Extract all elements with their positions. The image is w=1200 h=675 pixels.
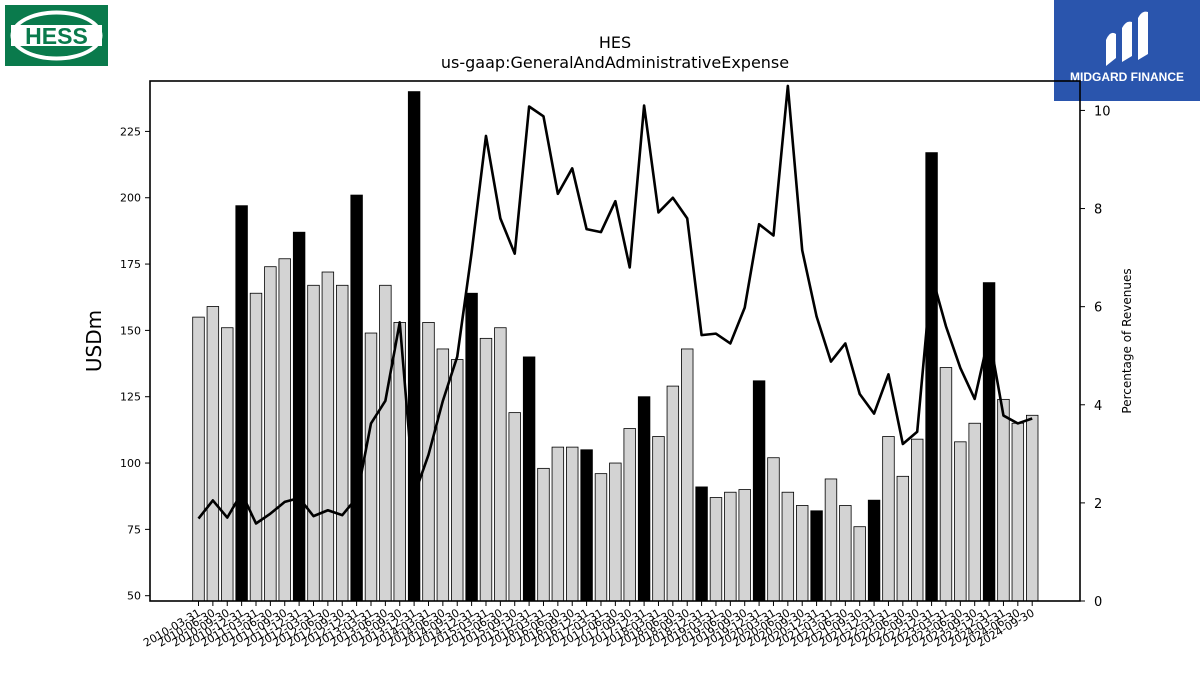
bar [796,505,809,602]
bar [566,446,579,602]
bar [494,327,507,602]
bar-series [192,91,1039,602]
bar [1026,414,1039,602]
y-tick-label: 125 [120,391,141,404]
bar [307,284,320,602]
bar [221,327,234,602]
y2-tick-label: 0 [1094,595,1102,610]
bar [623,428,636,602]
y-tick-label: 225 [120,125,141,138]
chart-subtitle: us-gaap:GeneralAndAdministrativeExpense [441,53,789,72]
bar [407,91,421,602]
bar [379,284,392,602]
bar [810,510,823,602]
y2-axis-label: Percentage of Revenues [1120,268,1134,413]
y-axis-label: USDm [82,310,106,372]
y-tick-label: 50 [127,590,141,603]
bar [839,505,852,602]
bar [522,356,536,602]
bar [724,491,737,602]
bar [666,385,680,602]
bar [652,436,665,602]
bar [422,322,435,602]
y-tick-label: 200 [120,192,141,205]
bar [321,271,335,602]
bar [249,292,263,602]
bar [882,436,895,602]
y2-tick-label: 8 [1094,203,1102,218]
x-axis: 2010-03-312010-06-302010-09-302010-12-31… [141,601,1037,650]
y-tick-label: 100 [120,457,141,470]
y2-tick-label: 2 [1094,497,1102,512]
bar [968,422,981,602]
bar [264,266,277,602]
bar [867,499,881,602]
bar [767,457,780,602]
bar [594,473,608,602]
bar [192,316,205,602]
bar [609,462,622,602]
bar [853,526,866,602]
bar [551,446,565,602]
bar [364,332,378,602]
bar [479,337,493,602]
bar [997,398,1010,602]
bar [235,205,248,602]
left-axis: 50 75 100 125 150 175 200 225 [120,125,150,603]
bar [695,486,708,602]
bar [451,359,464,602]
hess-logo: HESS [5,5,108,66]
bar [278,258,291,602]
bar [508,412,521,602]
bar [939,367,953,602]
bar [896,475,910,602]
bar [911,438,924,602]
midgard-finance-logo: MIDGARD FINANCE [1054,0,1200,101]
bar [580,449,593,602]
bar [982,282,996,602]
bar [709,497,723,602]
bar [824,478,838,602]
bar [336,284,349,602]
bar [537,467,550,602]
bar [954,441,967,602]
bar [350,194,363,602]
bar [925,152,938,602]
bar [738,489,751,602]
bar [206,306,220,602]
bar [637,396,651,602]
y2-tick-label: 6 [1094,301,1102,316]
bar [752,380,766,602]
bar [781,491,795,602]
line-series [197,84,1033,525]
bar [681,348,694,602]
bar [292,231,306,602]
right-axis: 0 2 4 6 8 10 [1080,104,1111,610]
midgard-logo-text: MIDGARD FINANCE [1070,70,1184,84]
percentage-line [197,84,1033,525]
bar [465,292,478,602]
y2-tick-label: 10 [1094,104,1111,119]
y-tick-label: 150 [120,324,141,337]
y-tick-label: 175 [120,258,141,271]
chart-title: HES [599,33,631,52]
y-tick-label: 75 [127,523,141,536]
hess-logo-text: HESS [25,23,88,49]
y2-tick-label: 4 [1094,399,1102,414]
bar [1011,422,1025,602]
